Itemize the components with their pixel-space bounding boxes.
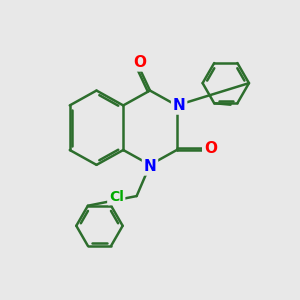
Text: O: O	[204, 141, 217, 156]
Text: N: N	[173, 98, 185, 113]
Text: N: N	[144, 159, 156, 174]
Text: Cl: Cl	[109, 190, 124, 204]
Text: O: O	[133, 55, 146, 70]
